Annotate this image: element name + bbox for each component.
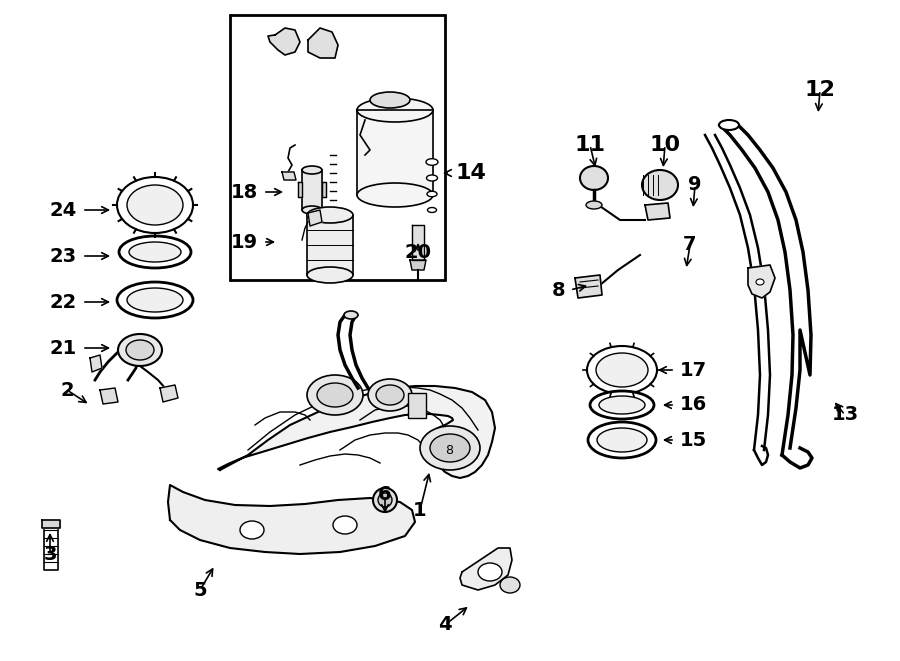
Ellipse shape: [333, 516, 357, 534]
Text: 2: 2: [60, 381, 74, 399]
Ellipse shape: [302, 166, 322, 174]
Text: 17: 17: [680, 360, 707, 379]
Ellipse shape: [587, 346, 657, 394]
Polygon shape: [90, 355, 102, 372]
Polygon shape: [322, 182, 326, 197]
Polygon shape: [298, 182, 302, 197]
Polygon shape: [307, 215, 353, 275]
Polygon shape: [302, 170, 322, 210]
Ellipse shape: [307, 207, 353, 223]
Ellipse shape: [428, 208, 436, 212]
Ellipse shape: [118, 334, 162, 366]
Text: 13: 13: [832, 405, 859, 424]
Ellipse shape: [368, 379, 412, 411]
Polygon shape: [412, 225, 424, 260]
Text: 15: 15: [680, 430, 707, 449]
Text: 5: 5: [194, 580, 207, 600]
Ellipse shape: [590, 391, 654, 419]
Ellipse shape: [376, 385, 404, 405]
Ellipse shape: [357, 183, 433, 207]
Text: 11: 11: [574, 135, 606, 155]
Text: 10: 10: [650, 135, 680, 155]
Text: 24: 24: [50, 200, 77, 219]
Ellipse shape: [302, 206, 322, 214]
Ellipse shape: [127, 288, 183, 312]
Ellipse shape: [427, 175, 437, 181]
Text: 20: 20: [404, 243, 431, 262]
Ellipse shape: [307, 267, 353, 283]
Polygon shape: [100, 388, 118, 404]
Ellipse shape: [317, 383, 353, 407]
Ellipse shape: [642, 170, 678, 200]
Text: 16: 16: [680, 395, 707, 414]
Polygon shape: [218, 386, 495, 478]
Ellipse shape: [119, 236, 191, 268]
Ellipse shape: [427, 191, 437, 197]
Polygon shape: [460, 548, 512, 590]
Text: 19: 19: [231, 233, 258, 251]
Polygon shape: [410, 260, 426, 270]
Text: 3: 3: [43, 545, 57, 564]
Ellipse shape: [430, 434, 470, 462]
Text: 6: 6: [378, 485, 392, 504]
Polygon shape: [42, 520, 60, 528]
Text: 7: 7: [683, 235, 697, 254]
Text: 18: 18: [230, 182, 258, 202]
Text: 8: 8: [445, 444, 453, 457]
Polygon shape: [748, 265, 775, 298]
Ellipse shape: [756, 279, 764, 285]
Text: 1: 1: [413, 500, 427, 520]
Polygon shape: [160, 385, 178, 402]
Text: 21: 21: [50, 338, 77, 358]
Ellipse shape: [588, 422, 656, 458]
Ellipse shape: [127, 185, 183, 225]
Bar: [408, 393, 426, 418]
Ellipse shape: [599, 396, 645, 414]
Ellipse shape: [129, 242, 181, 262]
Ellipse shape: [597, 428, 647, 452]
Polygon shape: [575, 275, 602, 298]
Polygon shape: [645, 203, 670, 220]
Ellipse shape: [344, 311, 358, 319]
Ellipse shape: [370, 92, 410, 108]
Text: 8: 8: [552, 280, 565, 299]
Ellipse shape: [357, 98, 433, 122]
Bar: [230, 15, 445, 280]
Ellipse shape: [580, 166, 608, 190]
Polygon shape: [282, 172, 296, 180]
Ellipse shape: [117, 177, 193, 233]
Text: 22: 22: [50, 293, 77, 311]
Text: 9: 9: [688, 176, 702, 194]
Polygon shape: [308, 28, 338, 58]
Ellipse shape: [373, 488, 397, 512]
Text: 4: 4: [438, 615, 452, 635]
Ellipse shape: [596, 353, 648, 387]
Text: 12: 12: [805, 80, 835, 100]
Ellipse shape: [117, 282, 193, 318]
Ellipse shape: [126, 340, 154, 360]
Ellipse shape: [307, 375, 363, 415]
Text: 23: 23: [50, 247, 77, 266]
Ellipse shape: [378, 493, 392, 507]
Ellipse shape: [500, 577, 520, 593]
Polygon shape: [168, 485, 415, 554]
Ellipse shape: [426, 159, 438, 165]
Ellipse shape: [586, 201, 602, 209]
Ellipse shape: [240, 521, 264, 539]
Polygon shape: [357, 110, 433, 195]
Text: 14: 14: [455, 163, 486, 183]
Ellipse shape: [420, 426, 480, 470]
Ellipse shape: [478, 563, 502, 581]
Polygon shape: [308, 210, 322, 226]
Ellipse shape: [719, 120, 739, 130]
Polygon shape: [268, 28, 300, 55]
